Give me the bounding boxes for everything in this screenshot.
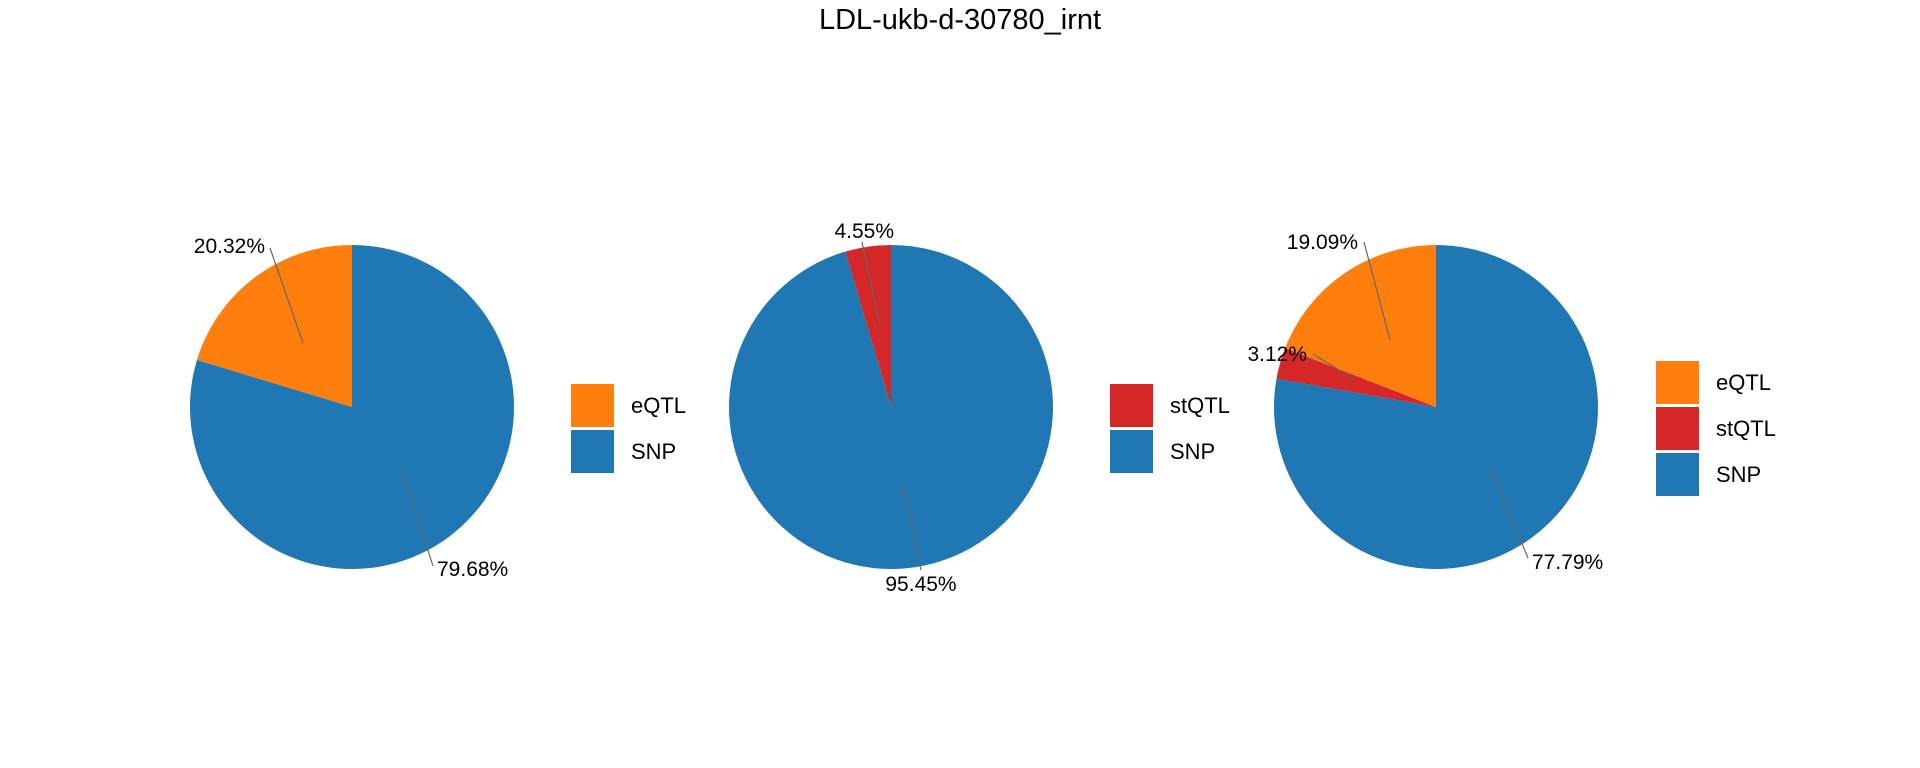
legend-swatch-eqtl <box>571 384 614 427</box>
legend: eQTL SNP <box>571 384 686 473</box>
legend-label-stqtl: stQTL <box>1716 416 1776 441</box>
legend-swatch-stqtl <box>1110 384 1153 427</box>
legend-label-eqtl: eQTL <box>631 393 686 418</box>
pie-slice-stqtl <box>845 245 891 407</box>
pie-slice-eqtl <box>1285 245 1436 407</box>
pie-chart-1: 20.32% 79.68% eQTL SNP <box>190 235 686 581</box>
slice-percent-label: 77.79% <box>1532 551 1603 574</box>
pie-slice-stqtl <box>1276 348 1436 407</box>
legend-label-snp: SNP <box>1170 439 1215 464</box>
slice-percent-label: 19.09% <box>1287 231 1358 254</box>
pie-slice-snp <box>1274 245 1598 569</box>
pie-slice-snp <box>190 244 515 569</box>
pie-slice-snp <box>729 245 1054 570</box>
legend-swatch-snp <box>1656 453 1699 496</box>
leader-line <box>401 469 434 567</box>
slice-percent-label: 3.12% <box>1247 343 1307 366</box>
slice-percent-label: 95.45% <box>885 573 956 596</box>
legend-label-eqtl: eQTL <box>1716 370 1771 395</box>
leader-line <box>1312 353 1356 381</box>
legend-swatch-stqtl <box>1656 407 1699 450</box>
legend-label-snp: SNP <box>631 439 676 464</box>
legend-label-stqtl: stQTL <box>1170 393 1230 418</box>
slice-percent-label: 4.55% <box>834 220 894 243</box>
slice-percent-label: 20.32% <box>194 235 265 258</box>
pie-slice-eqtl <box>196 245 352 407</box>
chart-title: LDL-ukb-d-30780_irnt <box>818 4 1102 36</box>
slice-percent-label: 79.68% <box>437 558 508 581</box>
legend: eQTL stQTL SNP <box>1656 361 1776 496</box>
leader-line <box>1363 241 1391 341</box>
pie-chart-3: 19.09% 3.12% 77.79% eQTL stQTL SNP <box>1247 231 1775 574</box>
legend-label-snp: SNP <box>1716 462 1761 487</box>
legend: stQTL SNP <box>1110 384 1230 473</box>
legend-swatch-snp <box>571 430 614 473</box>
legend-swatch-eqtl <box>1656 361 1699 404</box>
pie-chart-2: 4.55% 95.45% stQTL SNP <box>729 220 1230 596</box>
leader-line <box>902 484 922 571</box>
leader-line <box>269 247 304 344</box>
legend-swatch-snp <box>1110 430 1153 473</box>
leader-line <box>1489 466 1529 559</box>
leader-line <box>861 241 881 326</box>
